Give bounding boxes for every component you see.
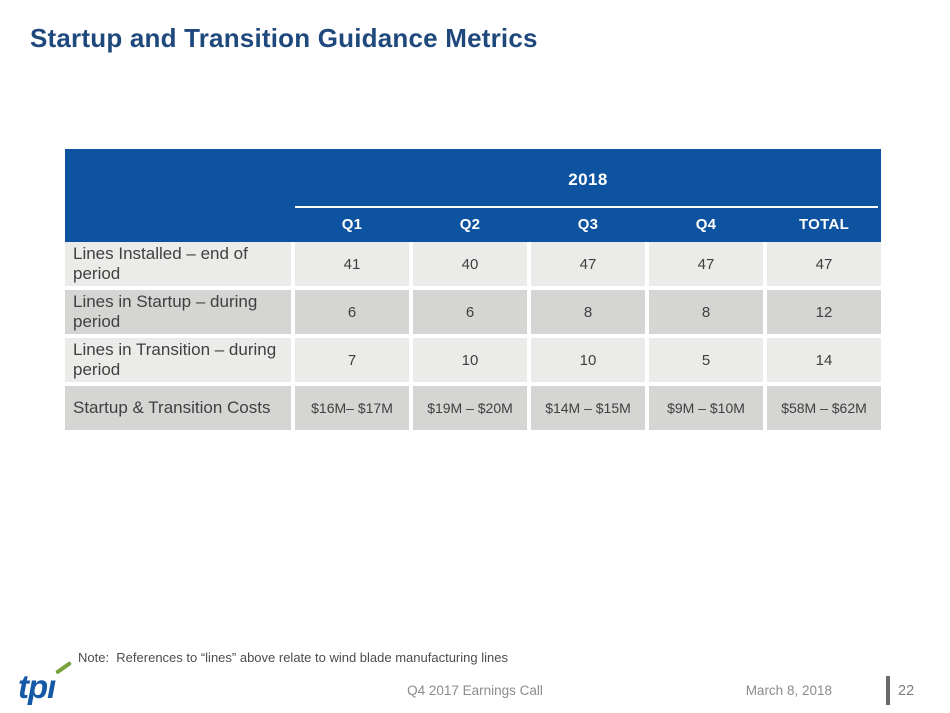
table-cell: 5 (649, 338, 763, 382)
table-cell: 12 (767, 290, 881, 334)
table-cell: 47 (649, 242, 763, 286)
table-cell: 7 (295, 338, 409, 382)
table-cell: 10 (413, 338, 527, 382)
row-label: Lines in Transition – during period (65, 338, 291, 382)
slide-title: Startup and Transition Guidance Metrics (30, 23, 538, 53)
table-cell: $14M – $15M (531, 386, 645, 430)
table-cell: $16M– $17M (295, 386, 409, 430)
table-cell: 14 (767, 338, 881, 382)
page-number-divider (886, 676, 890, 705)
row-label: Lines in Startup – during period (65, 290, 291, 334)
row-label: Lines Installed – end of period (65, 242, 291, 286)
column-header-total: TOTAL (798, 216, 850, 233)
column-header-q4: Q4 (695, 216, 717, 233)
tpi-logo-text: tpı (18, 668, 56, 705)
table-cell: $19M – $20M (413, 386, 527, 430)
footer-event-title: Q4 2017 Earnings Call (407, 683, 543, 698)
table-body: Lines Installed – end of period 41 40 47 47 4… (65, 242, 881, 430)
row-label: Startup & Transition Costs (65, 386, 291, 430)
table-cell: 40 (413, 242, 527, 286)
guidance-metrics-table: 2018 Q1 Q2 Q3 Q4 TOTAL Lines Installed – end… (65, 149, 881, 430)
column-header-row: Q1 Q2 Q3 Q4 TOTAL (295, 216, 881, 233)
table-cell: 10 (531, 338, 645, 382)
table-cell: 6 (295, 290, 409, 334)
column-header-q1: Q1 (341, 216, 363, 233)
table-cell: 6 (413, 290, 527, 334)
table-cell: $58M – $62M (767, 386, 881, 430)
footer-date: March 8, 2018 (745, 683, 832, 698)
year-header: 2018 (568, 170, 608, 189)
tpi-logo: tpı (18, 660, 72, 706)
table-cell: 8 (531, 290, 645, 334)
table-cell: 8 (649, 290, 763, 334)
table-cell: 47 (531, 242, 645, 286)
table-cell: 41 (295, 242, 409, 286)
table-cell: 47 (767, 242, 881, 286)
column-header-q2: Q2 (459, 216, 481, 233)
column-header-q3: Q3 (577, 216, 599, 233)
year-underline (295, 206, 878, 208)
tpi-logo-leaf-icon (54, 660, 72, 675)
page-number: 22 (898, 683, 915, 699)
table-cell: $9M – $10M (649, 386, 763, 430)
footnote: Note: References to “lines” above relate… (78, 650, 508, 665)
table-header: 2018 Q1 Q2 Q3 Q4 TOTAL (65, 149, 881, 242)
